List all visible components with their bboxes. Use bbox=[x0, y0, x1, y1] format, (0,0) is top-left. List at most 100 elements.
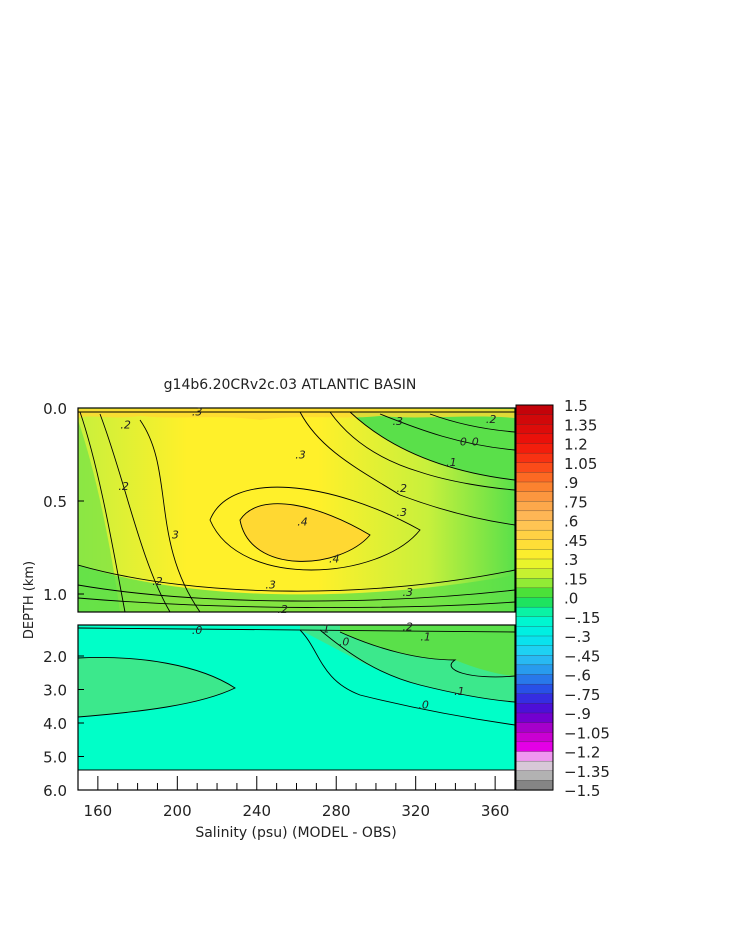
y-axis-label: DEPTH (km) bbox=[22, 561, 37, 639]
contour-label: .2 bbox=[152, 575, 163, 588]
x-tick-label: 360 bbox=[481, 802, 510, 820]
contour-label: .1 bbox=[446, 456, 457, 469]
colorbar-label: .6 bbox=[564, 513, 578, 531]
colorbar-band bbox=[515, 472, 554, 483]
contour-label: 3 bbox=[172, 528, 179, 541]
colorbar-label: .9 bbox=[564, 474, 578, 492]
contour-label: .2 bbox=[120, 419, 131, 432]
colorbar-label: −.15 bbox=[564, 609, 600, 627]
colorbar-band bbox=[515, 712, 554, 724]
colorbar-label: −1.35 bbox=[564, 763, 610, 781]
colorbar-label: .0 bbox=[564, 590, 578, 608]
y-axis-ticks: 0.0 0.5 1.0 2.0 3.0 4.0 5.0 6.0 bbox=[43, 400, 84, 800]
colorbar-label: 1.35 bbox=[564, 416, 597, 434]
contour-label: .2 bbox=[402, 621, 413, 634]
colorbar-label: −.45 bbox=[564, 647, 600, 665]
contour-label: .2 bbox=[118, 480, 129, 493]
lower-contour-lines bbox=[78, 627, 515, 726]
y-tick-label: 5.0 bbox=[43, 749, 67, 767]
y-tick-label: 0.0 bbox=[43, 400, 67, 418]
colorbar-label: 1.05 bbox=[564, 455, 597, 473]
contour-label: .4 bbox=[329, 553, 340, 566]
colorbar-band bbox=[515, 645, 554, 656]
x-axis-label: Salinity (psu) (MODEL - OBS) bbox=[195, 825, 396, 841]
upper-panel-frame bbox=[77, 407, 516, 613]
contour-label: .3 bbox=[265, 579, 276, 592]
colorbar bbox=[515, 404, 554, 791]
colorbar-band bbox=[515, 664, 554, 676]
x-tick-label: 240 bbox=[242, 802, 271, 820]
colorbar-band bbox=[515, 549, 554, 560]
upper-left-green-band bbox=[78, 420, 120, 612]
colorbar-band bbox=[515, 578, 554, 589]
contour-label: 0 bbox=[460, 435, 467, 448]
colorbar-label: −.3 bbox=[564, 628, 591, 646]
contour-label: .3 bbox=[393, 415, 404, 428]
y-tick-label: 6.0 bbox=[43, 782, 67, 800]
y-tick-label: 2.0 bbox=[43, 648, 67, 666]
colorbar-band bbox=[515, 635, 554, 647]
colorbar-frame bbox=[515, 404, 554, 791]
contour-label: 0 bbox=[472, 435, 479, 448]
contour-label: .3 bbox=[192, 406, 203, 419]
colorbar-band bbox=[515, 741, 554, 753]
colorbar-label: −.9 bbox=[564, 705, 591, 723]
colorbar-band bbox=[515, 452, 554, 464]
colorbar-label: −1.05 bbox=[564, 724, 610, 742]
colorbar-band bbox=[515, 568, 554, 579]
colorbar-band bbox=[515, 655, 554, 666]
lower-panel bbox=[78, 625, 515, 770]
colorbar-label: −.75 bbox=[564, 686, 600, 704]
x-tick-label: 200 bbox=[163, 802, 192, 820]
y-tick-label: 4.0 bbox=[43, 715, 67, 733]
colorbar-band bbox=[515, 529, 554, 541]
contour-label: .3 bbox=[397, 506, 408, 519]
contour-label: .1 bbox=[454, 685, 465, 698]
colorbar-band bbox=[515, 597, 554, 608]
upper-contour-labels: .2.3.3.2.3.10 0.2.2.3.4.43.2.3.3.2 bbox=[118, 406, 496, 616]
colorbar-band bbox=[515, 616, 554, 628]
colorbar-band bbox=[515, 539, 554, 551]
colorbar-label: .15 bbox=[564, 570, 588, 588]
contour-label: 1 bbox=[323, 622, 330, 635]
contour-label: .3 bbox=[295, 449, 306, 462]
colorbar-band bbox=[515, 404, 554, 416]
colorbar-band bbox=[515, 606, 554, 618]
y-tick-label: 3.0 bbox=[43, 682, 67, 700]
upper-orange-core bbox=[240, 503, 370, 562]
colorbar-label: −1.5 bbox=[564, 782, 600, 800]
colorbar-band bbox=[515, 770, 554, 782]
colorbar-band bbox=[515, 587, 554, 599]
y-tick-label: 0.5 bbox=[43, 493, 67, 511]
x-tick-label: 280 bbox=[322, 802, 351, 820]
upper-right-green-region bbox=[350, 412, 515, 480]
upper-panel bbox=[78, 408, 515, 612]
y-tick-label: 1.0 bbox=[43, 586, 67, 604]
x-tick-label: 160 bbox=[84, 802, 113, 820]
colorbar-band bbox=[515, 443, 554, 454]
contour-label: .0 bbox=[192, 624, 203, 637]
colorbar-label: −.6 bbox=[564, 667, 591, 685]
x-axis-ticks: 160 200 240 280 320 360 bbox=[77, 776, 516, 820]
colorbar-band bbox=[515, 491, 554, 502]
colorbar-band bbox=[515, 558, 554, 570]
contour-label: .1 bbox=[420, 631, 431, 644]
colorbar-label: .75 bbox=[564, 493, 588, 511]
colorbar-band bbox=[515, 520, 554, 531]
colorbar-band bbox=[515, 703, 554, 714]
lower-right-green-core bbox=[340, 625, 515, 676]
contour-label: .2 bbox=[397, 482, 408, 495]
colorbar-band bbox=[515, 462, 554, 474]
contour-label: .2 bbox=[486, 413, 497, 426]
colorbar-band bbox=[515, 780, 554, 791]
colorbar-band bbox=[515, 424, 554, 435]
colorbar-band bbox=[515, 722, 554, 733]
contour-label: .4 bbox=[297, 515, 308, 528]
colorbar-band bbox=[515, 510, 554, 522]
colorbar-band bbox=[515, 626, 554, 637]
colorbar-labels: 1.51.351.21.05.9.75.6.45.3.15.0−.15−.3−.… bbox=[564, 397, 610, 800]
colorbar-band bbox=[515, 732, 554, 743]
colorbar-band bbox=[515, 674, 554, 685]
contour-label: .0 bbox=[418, 699, 429, 712]
